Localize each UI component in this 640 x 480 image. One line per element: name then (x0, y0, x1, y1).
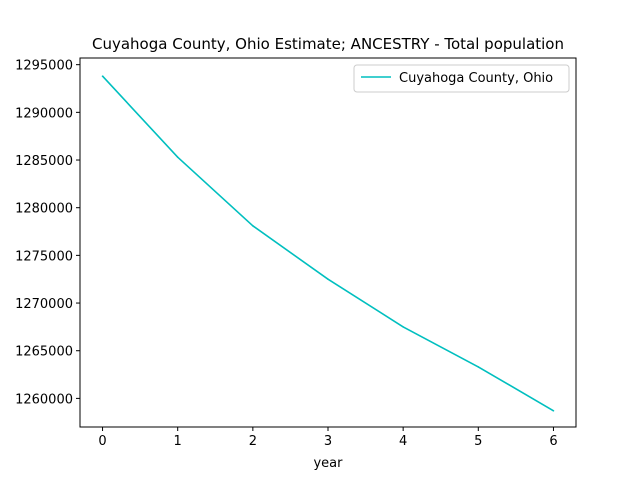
x-tick-label: 6 (549, 434, 557, 449)
y-tick-label: 1275000 (15, 249, 73, 264)
plot-area (80, 58, 576, 427)
data-point (552, 409, 555, 412)
series-layer (101, 75, 555, 412)
data-point (101, 75, 104, 77)
data-point (252, 225, 254, 227)
legend-box (353, 64, 570, 93)
x-tick-label: 2 (249, 434, 257, 449)
x-axis-ticks: 0 1 2 3 4 5 6 (98, 427, 558, 449)
x-tick-label: 3 (324, 434, 332, 449)
x-tick-label: 5 (474, 434, 482, 449)
legend-label: Cuyahoga County, Ohio (399, 71, 553, 86)
legend: Cuyahoga County, Ohio (353, 64, 570, 93)
data-point (327, 278, 329, 281)
y-tick-label: 1260000 (15, 392, 73, 407)
x-tick-label: 1 (174, 434, 182, 449)
y-tick-label: 1295000 (15, 59, 73, 74)
y-tick-label: 1265000 (15, 345, 73, 360)
chart-title: Cuyahoga County, Ohio Estimate; ANCESTRY… (92, 35, 564, 53)
y-tick-label: 1280000 (15, 202, 73, 217)
y-tick-label: 1290000 (15, 106, 73, 121)
data-point (477, 366, 480, 368)
y-tick-label: 1270000 (15, 297, 73, 312)
data-point (176, 156, 179, 158)
data-point (402, 326, 404, 328)
y-tick-label: 1285000 (15, 154, 73, 169)
x-tick-label: 4 (399, 434, 407, 449)
plot-frame (79, 57, 577, 428)
y-axis-ticks: 1260000 1265000 1270000 1275000 1280000 12850… (15, 59, 80, 407)
x-tick-label: 0 (98, 434, 106, 449)
x-axis-label: year (313, 456, 343, 471)
